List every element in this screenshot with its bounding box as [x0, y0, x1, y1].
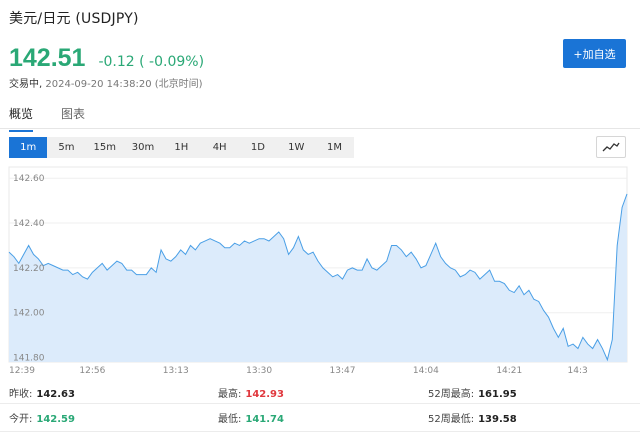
- period-1m[interactable]: 1m: [9, 137, 48, 158]
- period-5m[interactable]: 5m: [58, 142, 75, 153]
- price-change: -0.12 ( -0.09%): [98, 54, 205, 70]
- chart-area: [9, 193, 627, 362]
- stat-low: 最低: 141.74: [218, 414, 284, 425]
- x-axis-labels: 12:39 12:56 13:13 13:30 13:47 14:04 14:21 14:3: [9, 366, 588, 376]
- tab-overview[interactable]: 概览: [9, 105, 34, 132]
- add-watchlist-button[interactable]: +加自选: [563, 39, 626, 68]
- tab-chart[interactable]: 图表: [61, 107, 86, 121]
- stat-high: 最高: 142.93: [218, 389, 284, 400]
- y-tick-label: 141.80: [13, 354, 45, 364]
- tab-divider: [0, 128, 640, 129]
- stat-52w-high: 52周最高: 161.95: [428, 389, 517, 400]
- price-row: 142.51 -0.12 ( -0.09%): [9, 44, 204, 73]
- period-1w[interactable]: 1W: [288, 142, 305, 153]
- stats-divider: [0, 431, 640, 432]
- x-tick-label: 12:39: [9, 366, 35, 376]
- period-selector: 1m 5m 15m 30m 1H 4H 1D 1W 1M: [9, 137, 354, 158]
- chart-line: [8, 193, 628, 362]
- price-chart: 142.60 142.40 142.20 142.00 141.80 12:39 12:5…: [8, 166, 628, 376]
- view-tabs: 概览 图表: [9, 105, 113, 132]
- stat-52w-low: 52周最低: 139.58: [428, 414, 517, 425]
- x-tick-label: 14:3: [568, 366, 588, 376]
- stat-open: 今开: 142.59: [9, 414, 75, 425]
- page-title: 美元/日元 (USDJPY): [9, 11, 139, 27]
- status-label: 交易中,: [9, 79, 43, 90]
- period-30m[interactable]: 30m: [131, 142, 155, 153]
- period-1h[interactable]: 1H: [174, 142, 189, 153]
- stat-prev-close: 昨收: 142.63: [9, 389, 75, 400]
- period-1mo[interactable]: 1M: [327, 142, 343, 153]
- trading-status: 交易中, 2024-09-20 14:38:20 (北京时间): [9, 75, 203, 90]
- stats-divider: [0, 403, 640, 404]
- x-tick-label: 13:30: [246, 366, 272, 376]
- period-1d[interactable]: 1D: [250, 142, 265, 153]
- period-15m[interactable]: 15m: [93, 142, 116, 153]
- x-tick-label: 12:56: [79, 366, 105, 376]
- period-4h[interactable]: 4H: [212, 142, 227, 153]
- y-tick-label: 142.60: [13, 174, 45, 184]
- stats-row: 今开: 142.59 最低: 141.74 52周最低: 139.58: [0, 406, 640, 428]
- y-tick-label: 142.20: [13, 264, 45, 274]
- y-tick-label: 142.00: [13, 309, 45, 319]
- stats-row: 昨收: 142.63 最高: 142.93 52周最高: 161.95: [0, 381, 640, 403]
- chart-type-button[interactable]: [596, 136, 626, 158]
- x-tick-label: 13:13: [163, 366, 189, 376]
- y-axis-labels: 142.60 142.40 142.20 142.00 141.80: [13, 174, 45, 363]
- current-price: 142.51: [9, 44, 86, 72]
- x-tick-label: 14:04: [413, 366, 439, 376]
- timestamp: 2024-09-20 14:38:20 (北京时间): [45, 79, 203, 90]
- x-tick-label: 13:47: [330, 366, 356, 376]
- y-tick-label: 142.40: [13, 219, 45, 229]
- x-tick-label: 14:21: [496, 366, 522, 376]
- line-chart-icon: [602, 142, 620, 152]
